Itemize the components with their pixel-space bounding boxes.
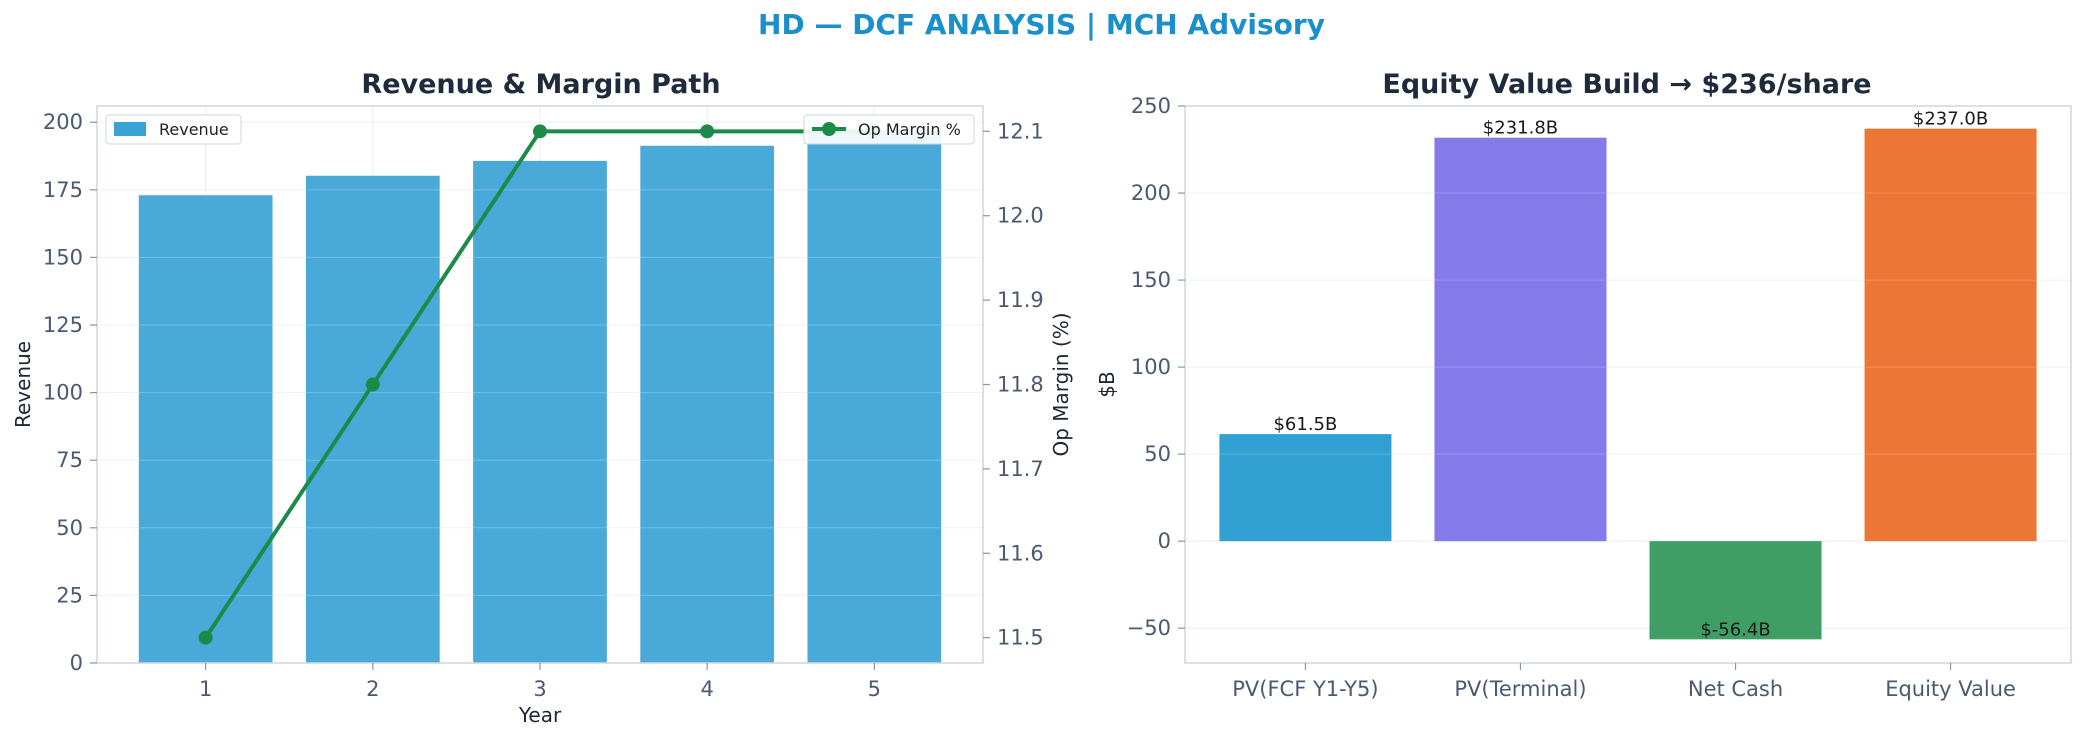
- equity-bar: [1434, 137, 1607, 542]
- plot-frame: [1184, 105, 2072, 664]
- y-tick-label: 175: [43, 178, 83, 202]
- y-tick-label: 200: [1131, 181, 1171, 205]
- revenue-bar: [807, 130, 942, 663]
- legend-label: Revenue: [159, 120, 229, 139]
- y2-tick-label: 11.5: [997, 626, 1044, 650]
- op-margin-point: [533, 124, 547, 139]
- equity-bar: [1219, 434, 1392, 542]
- op-margin-point: [365, 377, 380, 392]
- x-tick-label: 3: [533, 677, 546, 701]
- y-axis-label: Revenue: [11, 341, 35, 428]
- revenue-bar: [473, 160, 607, 663]
- y-tick-label: 50: [56, 516, 83, 540]
- y-tick-label: 50: [1144, 442, 1171, 466]
- legend-marker: [822, 122, 836, 136]
- chart-title: Revenue & Margin Path: [361, 69, 720, 100]
- equity-bar: [1864, 128, 2037, 542]
- y2-tick-label: 12.0: [997, 204, 1044, 228]
- y2-axis-ticks: 11.5 11.6 11.7 11.8 11.9 12.0 12.1: [983, 119, 1044, 650]
- y-axis-ticks: 0 25 50 75 100 125 150 175 200: [43, 110, 97, 675]
- y2-tick-label: 11.8: [997, 373, 1044, 397]
- x-tick-label: Equity Value: [1885, 677, 2016, 701]
- op-margin-point: [198, 630, 213, 645]
- revenue-bars: [97, 121, 983, 664]
- y-axis-ticks: −50 0 50 100 150 200 250: [1127, 94, 1185, 640]
- equity-bar: [1649, 541, 1822, 640]
- revenue-bar: [138, 195, 273, 663]
- y2-tick-label: 12.1: [997, 119, 1044, 143]
- bar-data-labels: $61.5B $231.8B $-56.4B $237.0B: [1273, 109, 1988, 641]
- y2-axis-label: Op Margin (%): [1049, 312, 1073, 456]
- x-tick-label: PV(Terminal): [1454, 677, 1586, 701]
- bar-data-label: $-56.4B: [1700, 619, 1770, 640]
- bar-data-label: $61.5B: [1273, 414, 1337, 435]
- x-tick-label: PV(FCF Y1-Y5): [1232, 677, 1378, 701]
- y-tick-label: 150: [1131, 268, 1171, 292]
- figure-title: HD — DCF ANALYSIS | MCH Advisory: [758, 8, 1325, 41]
- y2-tick-label: 11.6: [997, 541, 1044, 565]
- x-tick-label: 5: [868, 677, 881, 701]
- y-tick-label: 0: [1158, 529, 1171, 553]
- y-tick-label: −50: [1127, 616, 1171, 640]
- y-tick-label: 100: [1131, 355, 1171, 379]
- y-tick-label: 125: [43, 313, 83, 337]
- revenue-margin-chart: Revenue & Margin Path 1 2 3 4 5 0 25 50 75 100 12…: [11, 69, 1073, 727]
- x-axis-label: Year: [518, 703, 562, 727]
- legend-op-margin: Op Margin %: [803, 114, 975, 145]
- legend-revenue: Revenue: [105, 114, 242, 145]
- y-tick-label: 0: [70, 651, 83, 675]
- revenue-bar: [640, 145, 775, 664]
- x-tick-label: 1: [199, 677, 212, 701]
- legend-label: Op Margin %: [858, 120, 961, 139]
- legend-box: [803, 114, 975, 145]
- y-tick-label: 150: [43, 245, 83, 269]
- y-tick-label: 200: [43, 110, 83, 134]
- y2-tick-label: 11.7: [997, 457, 1044, 481]
- y-tick-label: 100: [43, 381, 83, 405]
- bar-data-label: $231.8B: [1483, 118, 1558, 139]
- x-axis-ticks: 1 2 3 4 5: [199, 663, 881, 701]
- y-tick-label: 250: [1131, 94, 1171, 118]
- x-tick-label: 2: [366, 677, 379, 701]
- bar-data-label: $237.0B: [1913, 109, 1988, 130]
- op-margin-point: [700, 124, 715, 139]
- y2-tick-label: 11.9: [997, 288, 1044, 312]
- y-tick-label: 75: [56, 448, 83, 472]
- x-axis-ticks: PV(FCF Y1-Y5) PV(Terminal) Net Cash Equity …: [1232, 663, 2016, 701]
- equity-value-chart: Equity Value Build → $236/share $61.5B $2…: [1095, 69, 2072, 701]
- chart-title: Equity Value Build → $236/share: [1382, 69, 1871, 100]
- y-axis-label: $B: [1095, 371, 1119, 397]
- revenue-bar: [305, 175, 440, 663]
- y-tick-label: 25: [56, 583, 83, 607]
- x-tick-label: Net Cash: [1688, 677, 1783, 701]
- equity-bars: [1185, 105, 2071, 640]
- x-tick-label: 4: [700, 677, 713, 701]
- legend-swatch: [114, 122, 146, 136]
